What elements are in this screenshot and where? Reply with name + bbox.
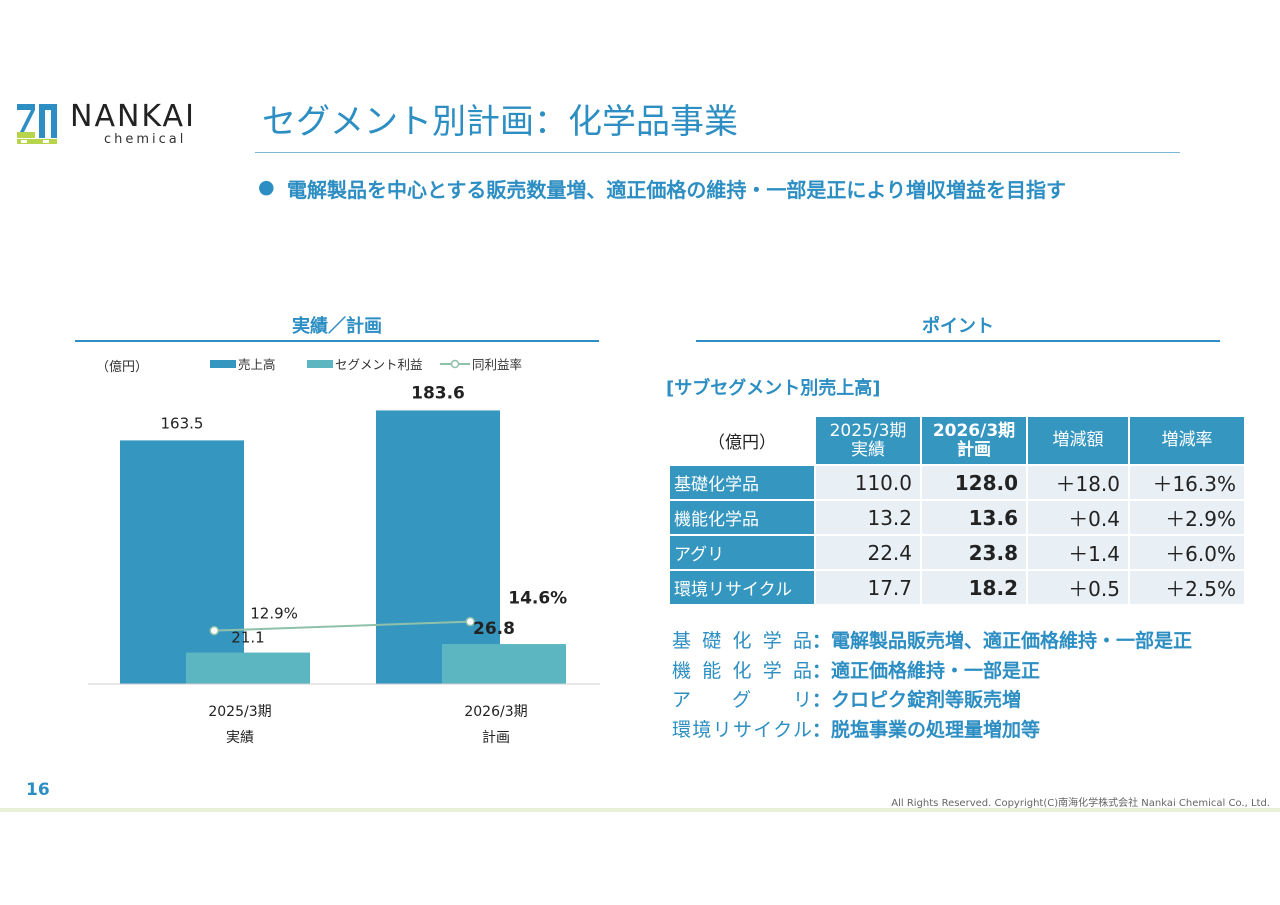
table-row: 基礎化学品 110.0 128.0 ＋18.0 ＋16.3% bbox=[670, 466, 1244, 499]
subsegment-table-title: [サブセグメント別売上高] bbox=[666, 378, 881, 399]
chart-section-divider bbox=[75, 340, 599, 342]
table-cell: ＋1.4 bbox=[1028, 536, 1128, 569]
table-cell: ＋18.0 bbox=[1028, 466, 1128, 499]
data-label-margin: 14.6% bbox=[508, 589, 567, 609]
table-cell: ＋2.5% bbox=[1130, 571, 1244, 604]
x-tick-label: 2026/3期 bbox=[464, 704, 527, 720]
note-item: 機能化学品：適正価格維持・一部是正 bbox=[672, 657, 1192, 687]
legend-label-margin: 同利益率 bbox=[472, 357, 522, 372]
nankai-logo-icon bbox=[17, 104, 57, 144]
title-divider bbox=[255, 152, 1180, 153]
table-row: 環境リサイクル 17.7 18.2 ＋0.5 ＋2.5% bbox=[670, 571, 1244, 604]
col-header-rate: 増減率 bbox=[1130, 417, 1244, 464]
table-cell: 110.0 bbox=[816, 466, 920, 499]
note-text: 適正価格維持・一部是正 bbox=[831, 659, 1041, 682]
note-label: 基礎化学品 bbox=[672, 630, 812, 652]
chart-margin-line bbox=[209, 616, 475, 636]
note-item: 基礎化学品：電解製品販売増、適正価格維持・一部是正 bbox=[672, 627, 1192, 657]
footer-band bbox=[0, 808, 1280, 812]
col-header-line: 2026/3期 bbox=[932, 420, 1016, 441]
col-header-2025: 2025/3期 実績 bbox=[816, 417, 920, 464]
table-header-row: （億円） 2025/3期 実績 2026/3期 計画 増減額 増減率 bbox=[670, 417, 1244, 464]
subsegment-sales-table: （億円） 2025/3期 実績 2026/3期 計画 増減額 増減率 基礎化学品 1… bbox=[668, 415, 1246, 606]
col-header-line: 計画 bbox=[957, 439, 991, 460]
table-cell: ＋0.5 bbox=[1028, 571, 1128, 604]
margin-point bbox=[209, 625, 219, 636]
table-cell: ＋2.9% bbox=[1130, 501, 1244, 534]
table-cell: ＋0.4 bbox=[1028, 501, 1128, 534]
table-cell: 13.6 bbox=[922, 501, 1026, 534]
table-cell: 17.7 bbox=[816, 571, 920, 604]
bar-sales bbox=[376, 410, 500, 684]
x-tick-sublabel: 計画 bbox=[482, 730, 510, 746]
data-label-margin: 12.9% bbox=[250, 605, 298, 623]
logo-wordmark: NANKAI bbox=[70, 99, 196, 134]
data-label-profit: 21.1 bbox=[231, 629, 264, 647]
table-cell: 128.0 bbox=[922, 466, 1026, 499]
copyright-text: All Rights Reserved. Copyright(C)南海化学株式会… bbox=[891, 798, 1270, 809]
table-row: 機能化学品 13.2 13.6 ＋0.4 ＋2.9% bbox=[670, 501, 1244, 534]
point-section-divider bbox=[696, 340, 1220, 342]
col-header-line: 実績 bbox=[851, 439, 885, 460]
note-colon: ： bbox=[812, 630, 832, 652]
note-colon: ： bbox=[812, 689, 832, 711]
row-label: 機能化学品 bbox=[670, 501, 814, 534]
chart-bars bbox=[120, 410, 566, 684]
data-label-sales: 163.5 bbox=[161, 414, 204, 432]
legend-swatch-profit bbox=[307, 360, 333, 368]
bar-sales bbox=[120, 440, 244, 684]
page-title: セグメント別計画：化学品事業 bbox=[262, 102, 738, 142]
x-tick-label: 2025/3期 bbox=[208, 704, 271, 720]
data-label-sales: 183.6 bbox=[411, 383, 465, 403]
segment-chart: （億円） 売上高 セグメント利益 同利益率 163.5 21.1 183.6 26.8 12… bbox=[88, 357, 600, 746]
point-notes: 基礎化学品：電解製品販売増、適正価格維持・一部是正 機能化学品：適正価格維持・一… bbox=[672, 627, 1192, 745]
row-label: 環境リサイクル bbox=[670, 571, 814, 604]
table-cell: ＋6.0% bbox=[1130, 536, 1244, 569]
note-item: 環境リサイクル：脱塩事業の処理量増加等 bbox=[672, 716, 1192, 746]
chart-unit-label: （億円） bbox=[96, 359, 148, 375]
legend-marker-margin bbox=[450, 359, 460, 369]
margin-line-segment bbox=[214, 620, 471, 632]
x-tick-sublabel: 実績 bbox=[226, 730, 254, 746]
legend-label-sales: 売上高 bbox=[238, 357, 276, 372]
table-cell: 22.4 bbox=[816, 536, 920, 569]
table-cell: ＋16.3% bbox=[1130, 466, 1244, 499]
legend-swatch-sales bbox=[210, 360, 236, 368]
bullet-icon: ● bbox=[258, 176, 275, 198]
note-text: 脱塩事業の処理量増加等 bbox=[831, 718, 1041, 741]
bar-profit bbox=[442, 644, 566, 684]
note-label: 機能化学品 bbox=[672, 659, 812, 682]
note-label: アグリ bbox=[672, 689, 812, 711]
note-colon: ： bbox=[812, 659, 832, 682]
margin-point bbox=[465, 616, 475, 627]
row-label: 基礎化学品 bbox=[670, 466, 814, 499]
bar-profit bbox=[186, 652, 310, 684]
table-cell: 18.2 bbox=[922, 571, 1026, 604]
col-header-diff: 増減額 bbox=[1028, 417, 1128, 464]
data-label-profit: 26.8 bbox=[473, 619, 515, 639]
legend-label-profit: セグメント利益 bbox=[335, 357, 423, 372]
table-cell: 23.8 bbox=[922, 536, 1026, 569]
page-number: 16 bbox=[26, 780, 50, 800]
row-label: アグリ bbox=[670, 536, 814, 569]
note-text: 電解製品販売増、適正価格維持・一部是正 bbox=[831, 630, 1193, 652]
note-label: 環境リサイクル bbox=[672, 718, 812, 741]
col-header-line: 2025/3期 bbox=[829, 420, 907, 441]
note-text: クロピク錠剤等販売増 bbox=[831, 689, 1022, 711]
headline-text: 電解製品を中心とする販売数量増、適正価格の維持・一部是正により増収増益を目指す bbox=[287, 178, 1066, 202]
table-row: アグリ 22.4 23.8 ＋1.4 ＋6.0% bbox=[670, 536, 1244, 569]
logo-subtext: chemical bbox=[104, 132, 187, 147]
table-cell: 13.2 bbox=[816, 501, 920, 534]
note-item: アグリ：クロピク錠剤等販売増 bbox=[672, 686, 1192, 716]
chart-data-labels: 163.5 21.1 183.6 26.8 12.9% 14.6% bbox=[161, 383, 568, 646]
table-unit-cell: （億円） bbox=[670, 417, 814, 464]
note-colon: ： bbox=[812, 718, 832, 741]
chart-legend: 売上高 セグメント利益 同利益率 bbox=[210, 357, 522, 372]
point-section-title: ポイント bbox=[922, 316, 994, 337]
col-header-2026: 2026/3期 計画 bbox=[922, 417, 1026, 464]
chart-section-title: 実績／計画 bbox=[292, 316, 382, 337]
